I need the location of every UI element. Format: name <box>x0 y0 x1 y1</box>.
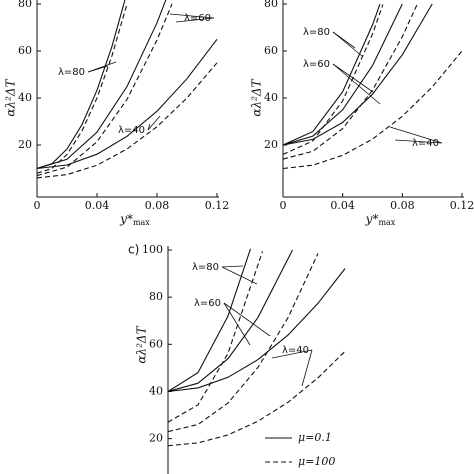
curve <box>37 3 173 177</box>
x-tick-label: 0.08 <box>145 199 170 212</box>
annotation-leader <box>332 31 363 57</box>
y-tick-label: 80 <box>18 0 32 10</box>
curve <box>168 253 319 433</box>
y-axis-title: αλ²ΔT <box>135 325 149 363</box>
annotation-leader <box>389 126 443 144</box>
y-tick-label: 40 <box>149 384 163 397</box>
annotation: λ=40 <box>282 345 309 356</box>
x-axis-title: y*max <box>119 212 150 228</box>
annotation: λ=60 <box>303 59 330 70</box>
legend-label: μ=100 <box>298 455 335 468</box>
curve <box>168 351 346 447</box>
curve <box>168 249 293 393</box>
annotation-leader <box>332 63 381 105</box>
y-tick-label: 20 <box>264 138 278 151</box>
y-tick-label: 40 <box>18 91 32 104</box>
y-tick-label: 20 <box>149 432 163 445</box>
annotation: λ=80 <box>303 27 330 38</box>
curves <box>37 0 218 179</box>
panel: 20 40 60 80 0 0.04 0.08 0.12 αλ²ΔT y*max λ=80 λ=60 λ… <box>4 0 230 228</box>
panel-label: c) <box>128 243 139 257</box>
x-tick-label: 0 <box>34 199 41 212</box>
y-tick-label: 80 <box>264 0 278 10</box>
annotation-leader <box>147 123 151 131</box>
annotation-leader <box>175 17 215 23</box>
annotation-leader <box>271 349 313 359</box>
y-tick-label: 40 <box>264 91 278 104</box>
annotation: λ=80 <box>58 67 85 78</box>
annotation-leader <box>332 63 374 93</box>
y-tick-label: 60 <box>149 337 163 350</box>
annotation-leader <box>394 139 443 144</box>
panel: 20 40 60 80 0 0.04 0.08 0.12 αλ²ΔT y*max λ=80 λ=60 λ… <box>250 0 474 227</box>
x-axis-title-sub: max <box>133 218 150 227</box>
x-tick-label: 0.04 <box>330 199 355 212</box>
curve <box>37 3 128 174</box>
annotation: λ=60 <box>184 13 211 24</box>
curve <box>283 3 433 146</box>
annotation-leader <box>301 349 313 387</box>
y-tick-label: 100 <box>142 243 163 256</box>
curve <box>37 0 167 170</box>
y-tick-label: 60 <box>264 44 278 57</box>
y-tick-label: 80 <box>149 290 163 303</box>
annotation-leader <box>87 61 117 73</box>
curves <box>168 248 346 447</box>
panel: 20 40 60 80 100 αλ²ΔT c) λ=80 λ=60 λ=40 μ=0.1 μ=100 <box>128 243 346 474</box>
x-axis-title-main: y* <box>365 212 379 226</box>
y-tick-label: 60 <box>18 44 32 57</box>
x-axis-title: y*max <box>365 212 396 228</box>
x-tick-label: 0 <box>280 199 287 212</box>
x-tick-label: 0.12 <box>450 199 474 212</box>
y-tick-label: 20 <box>18 138 32 151</box>
annotation-leader <box>221 265 244 268</box>
curve <box>168 268 346 393</box>
annotation-leader <box>221 266 258 285</box>
annotation: λ=80 <box>192 262 219 273</box>
curve <box>283 4 384 155</box>
curve <box>283 3 381 146</box>
annotation-leader <box>223 302 271 337</box>
curve <box>283 3 418 160</box>
x-tick-label: 0.04 <box>85 199 110 212</box>
curve <box>168 251 264 423</box>
annotation: λ=40 <box>118 125 145 136</box>
annotation-leader <box>169 13 215 19</box>
x-tick-label: 0.12 <box>205 199 230 212</box>
y-axis-title: αλ²ΔT <box>250 78 264 116</box>
curve <box>283 3 403 146</box>
curve <box>37 38 218 170</box>
x-axis-title-main: y* <box>119 212 133 226</box>
annotation: λ=60 <box>194 298 221 309</box>
annotation: λ=40 <box>412 138 439 149</box>
x-axis-title-sub: max <box>378 218 395 227</box>
curve <box>37 0 126 170</box>
x-tick-label: 0.08 <box>390 199 415 212</box>
legend-label: μ=0.1 <box>298 431 332 444</box>
annotation-leader <box>147 115 161 131</box>
annotation-leader <box>223 302 251 346</box>
curves <box>283 3 463 170</box>
y-axis-title: αλ²ΔT <box>4 78 18 116</box>
curve <box>168 248 252 392</box>
